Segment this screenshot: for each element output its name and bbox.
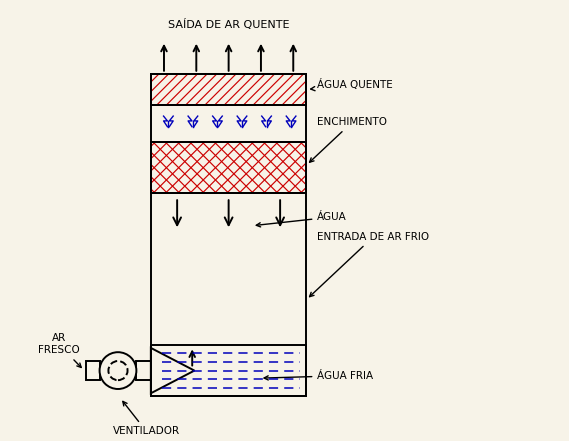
Circle shape — [100, 352, 137, 389]
Text: ENCHIMENTO: ENCHIMENTO — [310, 117, 387, 162]
Bar — [151, 142, 307, 193]
Bar — [151, 345, 307, 396]
Text: AR
FRESCO: AR FRESCO — [38, 333, 81, 367]
Text: ÁGUA: ÁGUA — [256, 212, 347, 227]
Bar — [151, 74, 307, 105]
Text: SAÍDA DE AR QUENTE: SAÍDA DE AR QUENTE — [168, 19, 290, 30]
Bar — [137, 361, 151, 380]
Bar — [151, 105, 307, 142]
Text: ENTRADA DE AR FRIO: ENTRADA DE AR FRIO — [310, 232, 430, 297]
Text: ÁGUA QUENTE: ÁGUA QUENTE — [311, 79, 393, 91]
Polygon shape — [151, 348, 195, 393]
Text: ÁGUA FRIA: ÁGUA FRIA — [264, 370, 373, 381]
Bar — [151, 193, 307, 345]
Bar — [151, 74, 307, 396]
Text: VENTILADOR: VENTILADOR — [113, 401, 180, 437]
Bar — [86, 361, 100, 380]
